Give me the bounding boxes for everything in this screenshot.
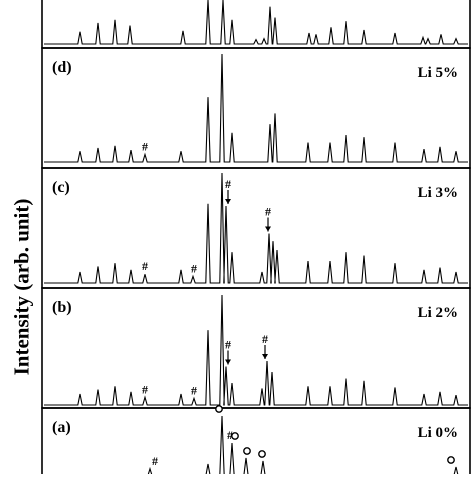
marker-hash-a-1: # (227, 428, 233, 442)
marker-arrowhead-b-2 (225, 359, 231, 365)
marker-hash-b-0: # (142, 382, 148, 396)
panel-letter-c: (c) (52, 179, 70, 196)
panel-frame-a (41, 407, 471, 477)
panel-frame-b (41, 287, 471, 409)
marker-hash-c-3: # (265, 205, 271, 219)
panel-frame-d (41, 47, 471, 169)
sample-label-b: Li 2% (418, 305, 458, 321)
marker-arrowhead-c-2 (225, 199, 231, 204)
marker-hash-a-0: # (152, 454, 158, 468)
marker-circle-a-3 (231, 432, 239, 440)
panel-letter-d: (d) (52, 59, 72, 76)
diffraction-pattern-d (44, 53, 468, 163)
marker-circle-a-6 (447, 456, 455, 464)
sample-label-a: Li 0% (418, 425, 458, 441)
diffraction-pattern-b (44, 294, 468, 406)
marker-circle-a-2 (215, 405, 223, 413)
marker-hash-c-0: # (142, 259, 148, 273)
diffraction-pattern-a (44, 415, 468, 477)
sample-label-d: Li 5% (418, 65, 458, 81)
marker-arrowhead-b-3 (262, 354, 268, 359)
y-axis-label: Intensity (arb. unit) (9, 198, 34, 376)
marker-hash-b-2: # (225, 338, 231, 352)
marker-hash-b-1: # (191, 383, 197, 397)
sample-label-c: Li 3% (418, 185, 458, 201)
marker-hash-b-3: # (262, 332, 268, 346)
marker-hash-d-0: # (142, 139, 148, 153)
diffraction-pattern-top (44, 0, 468, 45)
marker-circle-a-4 (243, 447, 251, 455)
marker-hash-c-1: # (191, 261, 197, 275)
panel-letter-a: (a) (52, 419, 71, 436)
diffraction-pattern-c (44, 172, 468, 284)
panel-letter-b: (b) (52, 299, 72, 316)
marker-arrowhead-c-3 (265, 226, 271, 232)
marker-hash-c-2: # (225, 177, 231, 191)
panel-frame-c (41, 167, 471, 289)
marker-circle-a-5 (258, 450, 266, 458)
